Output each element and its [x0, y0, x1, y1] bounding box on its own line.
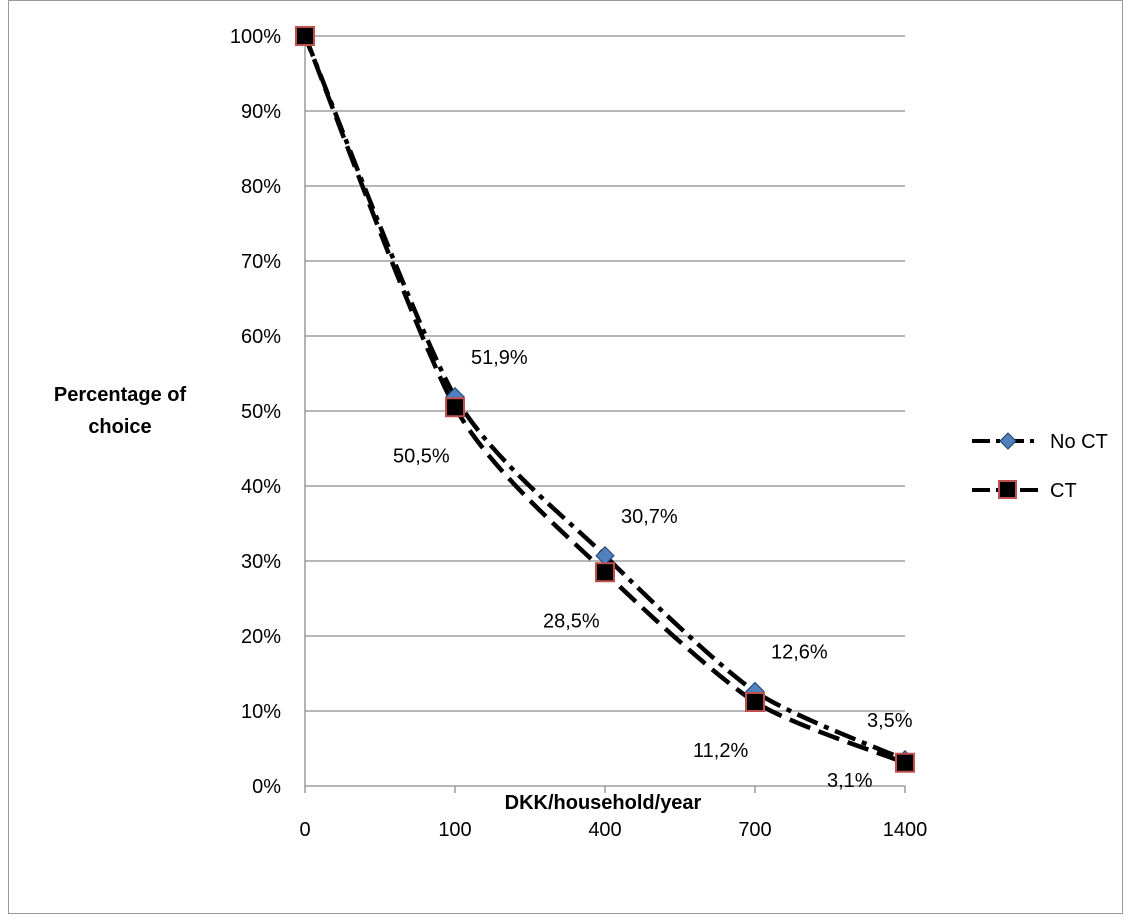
series-line-no-ct	[302, 35, 906, 762]
legend: No CT CT	[972, 431, 1108, 502]
series-markers	[295, 26, 915, 773]
marker-ct	[745, 692, 765, 712]
legend-label-no-ct: No CT	[1050, 431, 1108, 453]
legend-marker-diamond	[999, 432, 1017, 450]
marker-ct	[445, 397, 465, 418]
y-tick-label: 20%	[241, 626, 281, 648]
x-tick-label: 100	[438, 819, 471, 841]
y-tick-label: 40%	[241, 476, 281, 498]
y-tick-label: 80%	[241, 176, 281, 198]
series-lines	[302, 35, 906, 765]
y-tick-label: 50%	[241, 401, 281, 423]
x-axis-ticks: 0 100 400 700 1400	[299, 786, 927, 841]
y-tick-label: 90%	[241, 101, 281, 123]
y-tick-label: 100%	[230, 26, 281, 48]
y-tick-label: 10%	[241, 701, 281, 723]
x-tick-label: 1400	[883, 819, 928, 841]
y-axis-title-line-2: choice	[88, 416, 151, 438]
data-label-no-ct: 12,6%	[771, 642, 828, 664]
data-labels: 51,9% 30,7% 12,6% 3,5% 50,5% 28,5% 11,2% 3,1%	[393, 347, 913, 792]
y-axis-ticks: 0% 10% 20% 30% 40% 50% 60% 70% 80% 90% 100%	[230, 26, 281, 798]
data-label-ct: 50,5%	[393, 445, 450, 467]
y-axis-title-line-1: Percentage of	[54, 384, 187, 406]
y-tick-label: 30%	[241, 551, 281, 573]
x-tick-label: 700	[738, 819, 771, 841]
y-tick-label: 60%	[241, 326, 281, 348]
legend-item-ct: CT	[972, 480, 1077, 502]
marker-ct	[595, 562, 615, 583]
chart-frame	[8, 0, 1123, 914]
marker-ct	[295, 26, 315, 46]
data-label-no-ct: 3,5%	[867, 710, 913, 732]
data-label-ct: 3,1%	[827, 770, 873, 792]
data-label-no-ct: 51,9%	[471, 347, 528, 369]
data-label-ct: 11,2%	[693, 740, 748, 762]
legend-marker-square	[998, 480, 1017, 499]
x-axis-title: DKK/household/year	[505, 792, 702, 814]
marker-ct	[895, 752, 915, 773]
legend-label-ct: CT	[1050, 480, 1077, 502]
x-tick-label: 0	[299, 819, 310, 841]
y-tick-label: 70%	[241, 251, 281, 273]
data-label-ct: 28,5%	[543, 610, 600, 632]
data-label-no-ct: 30,7%	[621, 506, 678, 528]
x-tick-label: 400	[588, 819, 621, 841]
legend-item-no-ct: No CT	[972, 431, 1108, 453]
series-line-ct	[302, 35, 906, 765]
y-tick-label: 0%	[252, 776, 281, 798]
gridlines	[304, 35, 905, 787]
